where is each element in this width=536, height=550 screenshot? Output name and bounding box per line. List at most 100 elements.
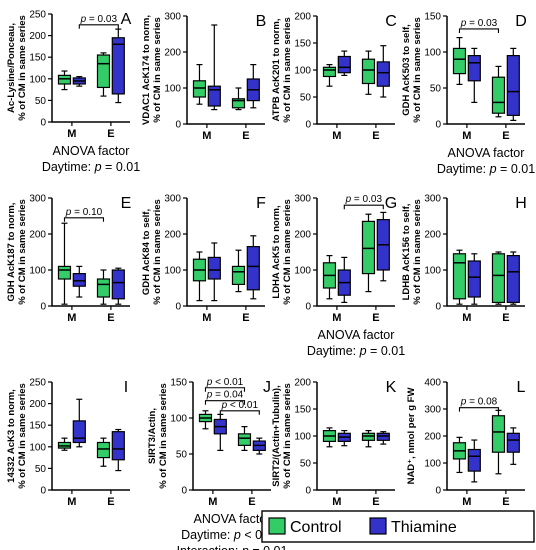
y-tick-label: 400	[424, 378, 441, 389]
legend: Control Thiamine	[261, 510, 535, 543]
box-iqr	[207, 256, 221, 280]
y-tick-label: 50	[35, 96, 47, 107]
y-tick-label: 0	[305, 120, 311, 131]
box-thiamine-m	[207, 24, 221, 111]
box-iqr	[72, 273, 86, 287]
box-control-m	[57, 222, 72, 305]
y-tick-label: 150	[170, 378, 187, 389]
panel-letter: C	[385, 13, 397, 30]
box-iqr	[231, 98, 246, 109]
significance-bracket	[458, 28, 500, 33]
panel-letter: D	[515, 13, 527, 30]
box-control-m	[452, 249, 467, 305]
box-control-m	[322, 63, 337, 87]
anova-footer-line: ANOVA factor	[318, 328, 395, 342]
box-iqr	[57, 74, 72, 85]
significance-bracket	[78, 24, 119, 29]
box-thiamine-e	[111, 428, 125, 472]
x-tick-label: E	[372, 130, 379, 142]
y-tick-label: 300	[29, 194, 46, 205]
legend-swatch-thiamine	[369, 517, 387, 535]
box-iqr	[192, 80, 207, 98]
box-control-m	[322, 427, 337, 448]
panel-letter: B	[256, 13, 267, 30]
significance-bracket	[219, 410, 260, 415]
significance-label: p < 0.01	[221, 400, 259, 411]
significance-label: p = 0.03	[460, 18, 498, 29]
box-control-e	[361, 213, 376, 293]
y-tick-label: 100	[164, 84, 181, 95]
anova-footer-line: Daytime: p = 0.01	[307, 344, 405, 358]
y-tick-label: 100	[294, 66, 311, 77]
box-iqr	[491, 415, 506, 453]
legend-item-thiamine: Thiamine	[369, 517, 457, 536]
box-iqr	[72, 420, 86, 444]
box-iqr	[111, 269, 125, 300]
box-control-e	[237, 426, 252, 451]
x-tick-label: E	[372, 312, 379, 324]
box-iqr	[111, 431, 125, 461]
y-tick-label: 100	[424, 459, 441, 470]
box-iqr	[506, 432, 520, 453]
box-thiamine-e	[376, 45, 390, 98]
box-iqr	[376, 61, 390, 87]
y-tick-label: 0	[305, 486, 311, 497]
box-thiamine-m	[337, 256, 351, 303]
x-tick-label: M	[332, 496, 341, 508]
x-tick-label: M	[202, 130, 211, 142]
box-thiamine-m	[467, 253, 481, 305]
y-tick-label: 100	[29, 442, 46, 453]
anova-footer-line: ANOVA factor	[53, 144, 130, 158]
x-tick-label: E	[372, 496, 379, 508]
box-thiamine-e	[246, 235, 260, 300]
y-tick-label: 250	[29, 10, 46, 21]
box-iqr	[231, 265, 246, 285]
box-control-e	[231, 87, 246, 111]
box-thiamine-e	[376, 211, 390, 282]
x-tick-label: M	[462, 130, 471, 142]
significance-label: p = 0.10	[65, 207, 103, 218]
box-thiamine-m	[337, 430, 351, 447]
box-control-m	[322, 255, 337, 300]
y-tick-label: 200	[164, 230, 181, 241]
y-tick-label: 150	[29, 53, 46, 64]
y-tick-label: 150	[424, 12, 441, 23]
significance-bracket	[204, 387, 246, 392]
significance-label: p = 0.03	[345, 194, 383, 205]
anova-footer-line: Interaction: p = 0.01	[177, 544, 288, 550]
box-control-e	[361, 430, 376, 448]
y-tick-label: 0	[40, 486, 46, 497]
box-iqr	[361, 58, 376, 85]
y-tick-label: 0	[435, 302, 441, 313]
significance-label: p < 0.01	[206, 377, 244, 388]
panel-b: 0 100 200 300 M E VDAC1 AcK174 to norm,% of CM…	[141, 12, 266, 143]
y-tick-label: 100	[294, 266, 311, 277]
y-axis-label: Ac-Lysine/Ponceau,% of CM in same series	[6, 15, 28, 121]
box-thiamine-e	[506, 251, 520, 305]
x-tick-label: M	[67, 128, 76, 140]
y-tick-label: 100	[294, 432, 311, 443]
box-control-e	[96, 437, 111, 467]
x-tick-label: E	[107, 496, 114, 508]
x-tick-label: M	[462, 312, 471, 324]
y-tick-label: 50	[35, 464, 47, 475]
box-iqr	[111, 37, 125, 95]
panel-letter: H	[515, 195, 527, 212]
box-control-m	[452, 436, 467, 474]
anova-footer-line: ANOVA factor	[448, 146, 525, 160]
legend-swatch-control	[268, 517, 286, 535]
box-thiamine-e	[111, 28, 125, 104]
x-tick-label: M	[208, 496, 217, 508]
panel-h: 0 100 200 300 M E LDHB AcK156 to self,% of CM …	[401, 194, 527, 325]
panel-letter: E	[121, 195, 132, 212]
y-tick-label: 100	[170, 414, 187, 425]
box-thiamine-e	[376, 431, 390, 445]
box-thiamine-m	[337, 50, 351, 77]
y-tick-label: 100	[29, 74, 46, 85]
box-control-m	[57, 70, 72, 91]
x-tick-label: M	[462, 496, 471, 508]
y-axis-label: GDH AcK187 to norm,% of CM in same serie…	[6, 199, 28, 305]
box-control-m	[57, 437, 72, 451]
x-tick-label: M	[67, 312, 76, 324]
